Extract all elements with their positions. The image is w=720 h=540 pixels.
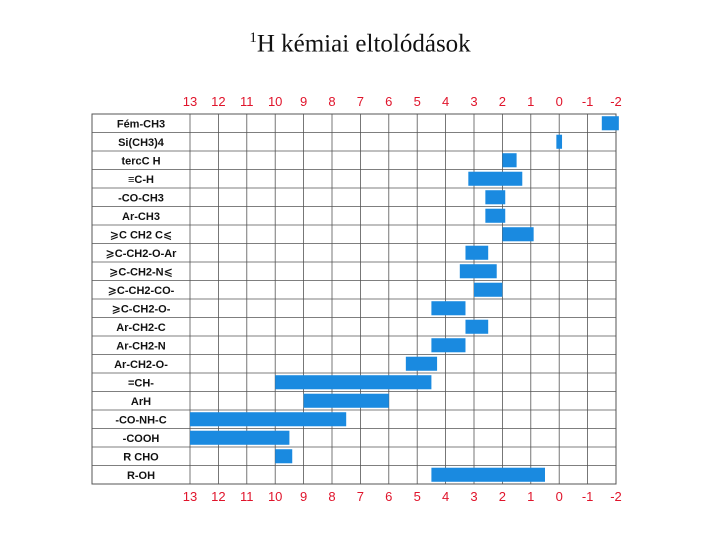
x-tick-label-bottom: 13 — [183, 489, 197, 504]
range-bar — [431, 467, 545, 482]
row-label: -CO-CH3 — [118, 192, 164, 204]
range-bar — [459, 264, 497, 279]
x-tick-label-top: 2 — [499, 94, 506, 109]
range-bar — [465, 245, 489, 260]
x-tick-label-bottom: 3 — [470, 489, 477, 504]
row-label: Ar-CH2-N — [116, 340, 166, 352]
range-bar — [275, 449, 293, 464]
row-label: Si(CH3)4 — [118, 137, 165, 149]
x-tick-label-bottom: 11 — [240, 489, 254, 504]
x-tick-label-bottom: -1 — [582, 489, 594, 504]
x-tick-label-bottom: 9 — [300, 489, 307, 504]
x-tick-label-top: 7 — [357, 94, 364, 109]
range-bar — [431, 301, 466, 316]
x-tick-label-top: 10 — [268, 94, 282, 109]
title-superscript: 1 — [249, 30, 257, 46]
x-tick-label-bottom: 2 — [499, 489, 506, 504]
range-bar — [485, 208, 506, 223]
x-tick-label-top: 4 — [442, 94, 449, 109]
row-label: R CHO — [123, 451, 159, 463]
row-label: R-OH — [127, 470, 155, 482]
x-tick-label-bottom: -2 — [610, 489, 622, 504]
row-label: ≡C-H — [128, 174, 154, 186]
x-tick-label-bottom: 5 — [414, 489, 421, 504]
range-bar — [601, 116, 619, 131]
x-tick-label-bottom: 8 — [328, 489, 335, 504]
row-label: ⩾C CH2 C⩽ — [110, 229, 172, 241]
range-bar — [303, 393, 389, 408]
range-bar — [465, 319, 489, 334]
title-text: H kémiai eltolódások — [256, 30, 471, 58]
row-label: ⩾C-CH2-O-Ar — [106, 248, 178, 260]
x-tick-label-top: -1 — [582, 94, 594, 109]
x-tick-label-top: 5 — [414, 94, 421, 109]
x-tick-label-top: 0 — [556, 94, 563, 109]
chart-title: 1H kémiai eltolódások — [0, 30, 720, 58]
range-bar — [502, 227, 534, 242]
range-bar — [468, 171, 523, 186]
range-bar — [485, 190, 506, 205]
x-tick-label-top: 11 — [240, 94, 254, 109]
range-bar — [431, 338, 466, 353]
x-tick-label-bottom: 12 — [211, 489, 225, 504]
row-label: =CH- — [128, 377, 154, 389]
row-label: Fém-CH3 — [117, 118, 165, 130]
x-tick-label-bottom: 4 — [442, 489, 449, 504]
range-bar — [502, 153, 517, 168]
row-label: ⩾C-CH2-CO- — [108, 285, 175, 297]
x-tick-label-top: 6 — [385, 94, 392, 109]
range-bar — [474, 282, 503, 297]
row-label: ArH — [131, 396, 151, 408]
row-label: tercC H — [121, 155, 160, 167]
x-tick-label-top: -2 — [610, 94, 622, 109]
range-bar — [556, 134, 563, 149]
row-label: -CO-NH-C — [115, 414, 166, 426]
x-tick-label-top: 12 — [211, 94, 225, 109]
x-tick-label-top: 8 — [328, 94, 335, 109]
row-label: Ar-CH2-O- — [114, 359, 168, 371]
row-label: -COOH — [123, 433, 160, 445]
x-tick-label-top: 3 — [470, 94, 477, 109]
range-bar — [190, 430, 290, 445]
x-tick-label-bottom: 10 — [268, 489, 282, 504]
x-tick-label-bottom: 7 — [357, 489, 364, 504]
x-tick-label-bottom: 1 — [527, 489, 534, 504]
row-label: ⩾C-CH2-O- — [112, 303, 171, 315]
row-label: Ar-CH3 — [122, 211, 160, 223]
x-tick-label-top: 9 — [300, 94, 307, 109]
range-bar — [190, 412, 347, 427]
x-tick-label-top: 1 — [527, 94, 534, 109]
range-bar — [275, 375, 432, 390]
range-bar — [405, 356, 438, 371]
row-label: ⩾C-CH2-N⩽ — [109, 266, 173, 278]
x-tick-label-bottom: 6 — [385, 489, 392, 504]
x-tick-label-bottom: 0 — [556, 489, 563, 504]
row-label: Ar-CH2-C — [116, 322, 166, 334]
x-tick-label-top: 13 — [183, 94, 197, 109]
